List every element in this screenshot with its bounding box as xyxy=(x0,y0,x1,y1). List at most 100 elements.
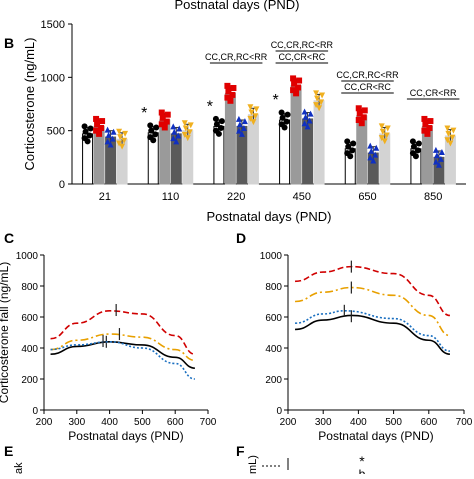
b-data-point xyxy=(161,124,168,131)
b-data-point xyxy=(415,140,422,147)
b-data-point xyxy=(163,118,170,125)
b-data-point xyxy=(313,102,320,109)
b-x-tick-label: 650 xyxy=(358,191,376,203)
panel-f-ylabel-fragment: mL) xyxy=(247,455,259,474)
b-data-point xyxy=(290,87,297,94)
c-x-tick-label: 700 xyxy=(200,417,217,428)
b-data-point xyxy=(360,114,367,121)
b-data-point xyxy=(227,97,234,104)
d-y-tick-label: 200 xyxy=(265,375,282,386)
b-data-point xyxy=(87,125,94,132)
b-data-point xyxy=(345,143,352,150)
b-data-point xyxy=(121,137,128,144)
panel-label-f: F xyxy=(236,443,245,459)
b-data-point xyxy=(253,106,260,113)
b-data-point xyxy=(240,125,247,131)
b-data-point xyxy=(367,154,374,161)
b-data-point xyxy=(432,158,439,165)
b-data-point xyxy=(279,114,286,121)
b-data-point xyxy=(86,132,93,139)
b-data-point xyxy=(94,121,101,128)
b-data-point xyxy=(378,135,385,142)
b-data-point xyxy=(252,113,259,120)
c-series-line xyxy=(50,333,195,362)
b-data-point xyxy=(295,84,302,91)
b-data-point xyxy=(170,135,177,142)
b-data-point xyxy=(307,110,314,117)
b-data-point xyxy=(284,111,291,118)
b-data-point xyxy=(356,110,363,117)
b-x-tick-label: 110 xyxy=(162,191,180,203)
b-data-point xyxy=(349,147,356,154)
d-x-axis-label: Postnatal days (PND) xyxy=(318,429,433,443)
b-data-point xyxy=(370,157,377,164)
b-data-point xyxy=(350,140,357,147)
b-data-point xyxy=(213,121,220,128)
b-data-point xyxy=(181,131,188,138)
b-data-point xyxy=(147,122,154,129)
b-data-point xyxy=(383,132,390,139)
b-data-point xyxy=(355,105,362,112)
panel-f-fragment: mL) * b xyxy=(247,453,366,479)
d-x-tick-label: 500 xyxy=(385,417,402,428)
b-data-point xyxy=(296,77,303,84)
c-y-tick-label: 400 xyxy=(21,344,38,355)
c-x-axis-label: Postnatal days (PND) xyxy=(68,429,183,443)
b-x-tick-label: 450 xyxy=(293,191,311,203)
b-data-point xyxy=(313,90,320,97)
b-data-point xyxy=(218,118,225,125)
d-x-tick-label: 700 xyxy=(456,417,473,428)
b-data-point xyxy=(355,117,362,123)
b-significance-text: CC,CR<RR xyxy=(410,88,457,98)
b-data-point xyxy=(170,123,177,130)
b-data-point xyxy=(236,121,243,128)
b-data-point xyxy=(158,109,165,116)
b-significance-star: * xyxy=(207,98,213,115)
b-data-point xyxy=(241,118,248,125)
b-data-point xyxy=(215,130,222,137)
b-data-point xyxy=(176,125,183,132)
c-x-tick-label: 600 xyxy=(167,417,184,428)
c-x-tick-label: 300 xyxy=(68,417,85,428)
b-data-point xyxy=(186,129,193,136)
b-data-point xyxy=(119,143,126,150)
b-data-point xyxy=(437,155,444,162)
d-series-line xyxy=(295,309,451,352)
b-data-point xyxy=(122,130,129,137)
b-data-point xyxy=(181,120,188,127)
b-data-point xyxy=(319,92,326,99)
b-data-point xyxy=(384,125,391,132)
b-data-point xyxy=(217,125,224,131)
top-caption: Postnatal days (PND) xyxy=(175,0,300,12)
b-data-point xyxy=(110,128,117,135)
b-data-point xyxy=(173,138,180,145)
b-data-point xyxy=(171,128,178,135)
d-series-line xyxy=(295,265,451,317)
b-data-point xyxy=(426,125,433,131)
c-y-axis-label: Corticosterone fall (ng/mL) xyxy=(0,262,11,403)
b-data-point xyxy=(438,149,445,155)
panel-label-e: E xyxy=(4,443,13,459)
b-data-point xyxy=(306,117,313,124)
b-data-point xyxy=(381,138,388,145)
b-data-point xyxy=(81,123,88,130)
b-data-point xyxy=(150,137,157,144)
d-y-tick-label: 800 xyxy=(265,282,282,293)
b-data-point xyxy=(224,94,231,101)
b-data-point xyxy=(116,128,123,135)
b-data-point xyxy=(247,115,254,122)
b-data-point xyxy=(358,120,365,127)
b-data-point xyxy=(378,123,385,130)
b-data-point xyxy=(372,151,379,158)
b-data-point xyxy=(247,104,254,111)
b-data-point xyxy=(93,127,100,134)
d-y-tick-label: 400 xyxy=(265,344,282,355)
panel-label-b: B xyxy=(4,35,14,51)
b-data-point xyxy=(410,143,417,150)
b-data-point xyxy=(225,88,232,95)
c-y-tick-label: 600 xyxy=(21,313,38,324)
d-x-tick-label: 400 xyxy=(350,417,367,428)
b-data-point xyxy=(229,91,236,98)
b-significance-star: * xyxy=(141,105,147,122)
